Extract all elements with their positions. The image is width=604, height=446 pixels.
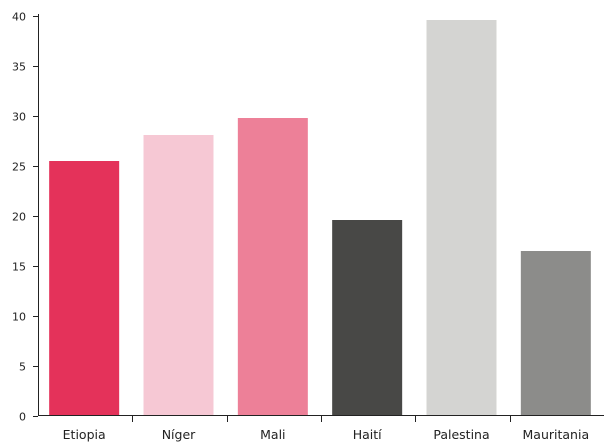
bar-mauritania xyxy=(520,251,591,416)
y-tick-label: 25 xyxy=(12,161,26,174)
y-tick-label: 0 xyxy=(19,411,26,424)
bar-níger xyxy=(143,135,214,416)
y-tick-label: 20 xyxy=(12,211,26,224)
y-tick-label: 5 xyxy=(19,361,26,374)
x-tick-label: Mauritania xyxy=(523,427,590,442)
x-tick-label: Palestina xyxy=(433,427,489,442)
x-tick-label: Mali xyxy=(260,427,285,442)
bar-palestina xyxy=(426,20,497,416)
y-tick-label: 40 xyxy=(12,11,26,24)
x-tick-label: Haití xyxy=(353,427,382,442)
y-tick-label: 15 xyxy=(12,261,26,274)
x-axis-ticks: Etiopia Níger Mali Haití Palestina Mauritania xyxy=(63,416,589,442)
y-tick-label: 10 xyxy=(12,311,26,324)
x-tick-label: Etiopia xyxy=(63,427,106,442)
bars xyxy=(49,20,591,416)
x-tick-label: Níger xyxy=(162,427,196,442)
y-tick-label: 30 xyxy=(12,111,26,124)
y-axis-ticks: 0 5 10 15 20 25 30 35 40 xyxy=(12,11,38,424)
bar-haití xyxy=(332,220,403,416)
bar-etiopia xyxy=(49,161,120,416)
y-tick-label: 35 xyxy=(12,61,26,74)
bar-mali xyxy=(237,118,308,416)
